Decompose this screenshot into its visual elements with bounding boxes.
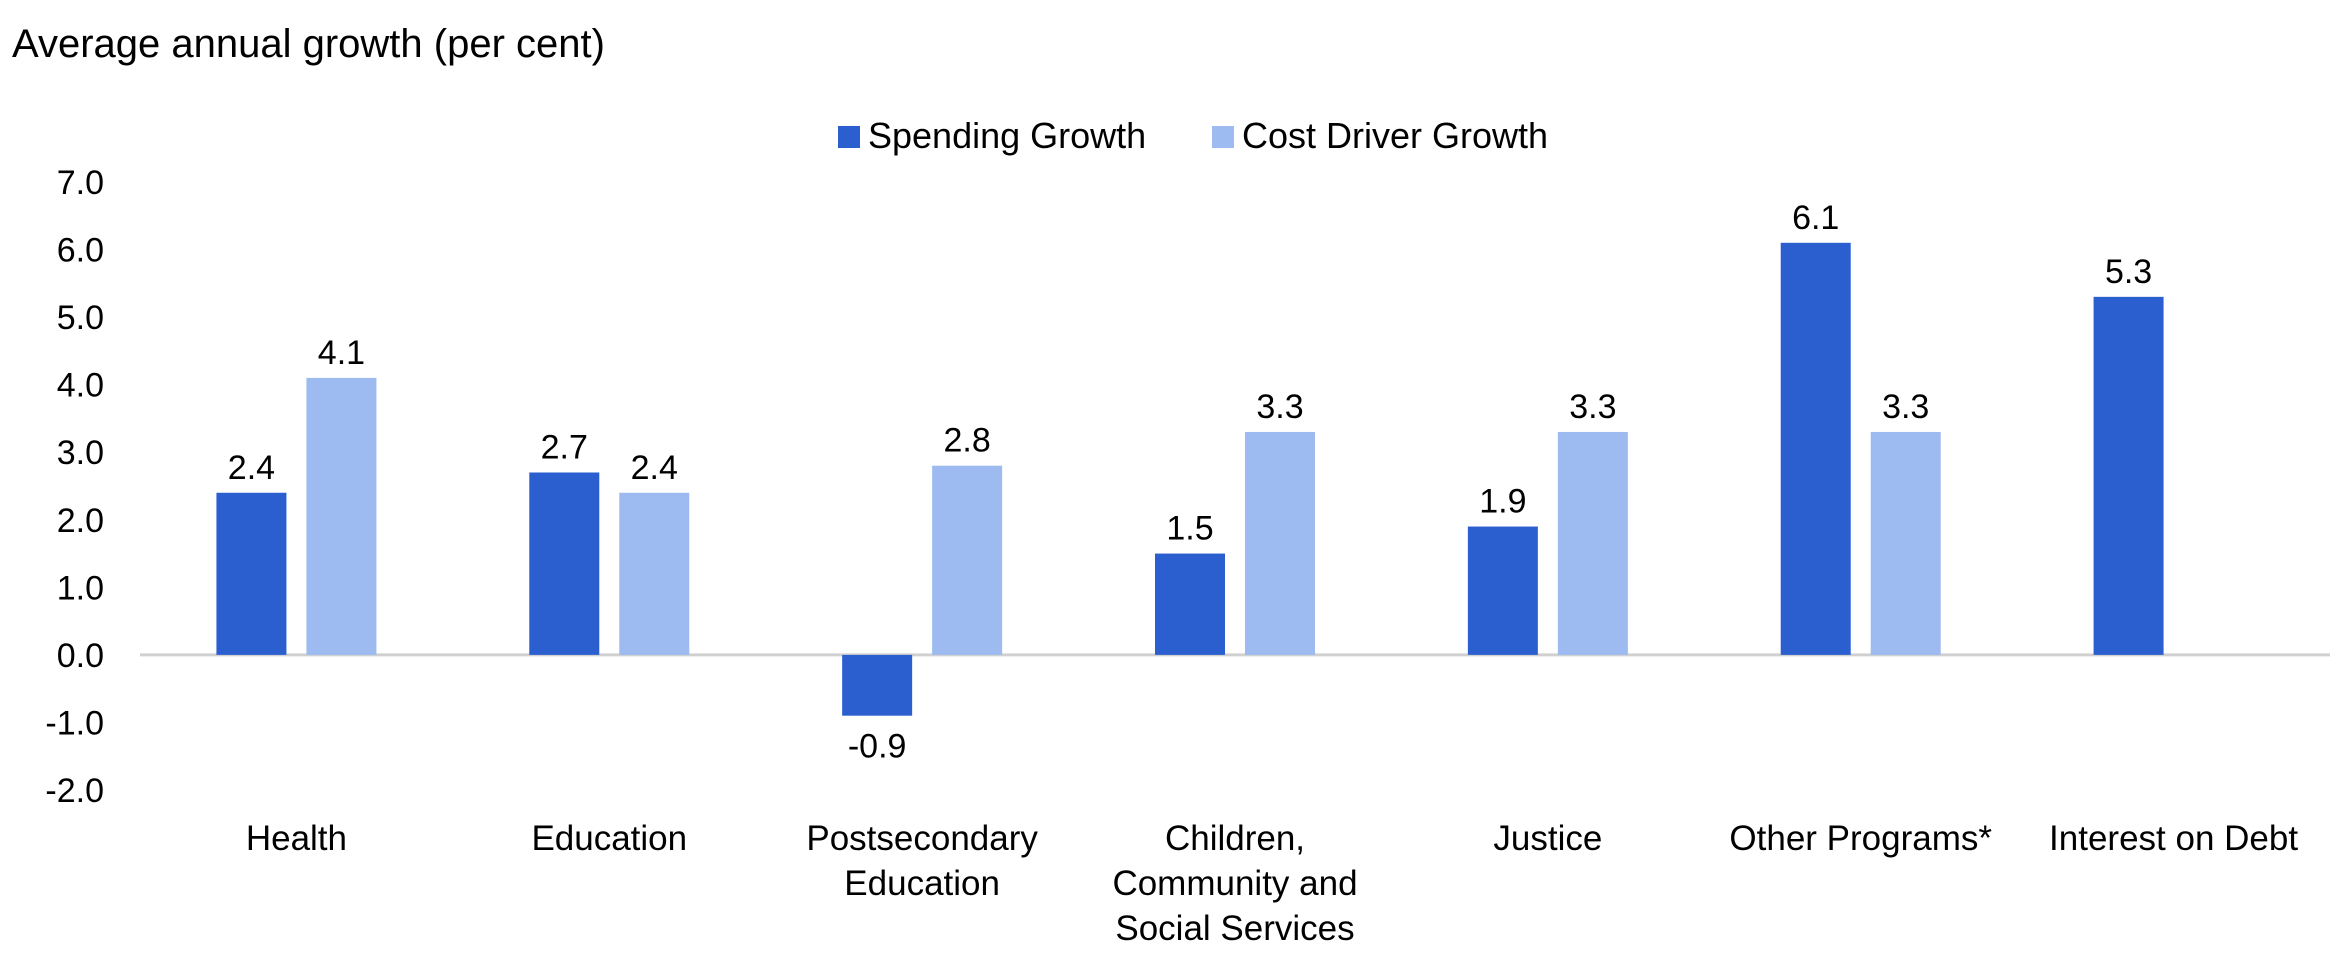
- legend-label: Cost Driver Growth: [1242, 115, 1548, 156]
- bar: [529, 472, 600, 655]
- category-label: Social Services: [1115, 909, 1354, 948]
- bar: [1467, 526, 1538, 655]
- data-label: 2.4: [228, 449, 275, 487]
- y-tick-label: 6.0: [57, 232, 104, 270]
- bar: [1155, 553, 1225, 655]
- category-label: Justice: [1493, 819, 1602, 858]
- legend-swatch: [1212, 126, 1234, 148]
- legend-swatch: [838, 126, 860, 148]
- data-label: 4.1: [318, 334, 365, 372]
- bar: [619, 492, 690, 655]
- bar: [1557, 431, 1628, 655]
- y-tick-label: -2.0: [45, 772, 104, 810]
- data-label: 3.3: [1569, 388, 1616, 426]
- data-label: 6.1: [1792, 199, 1839, 237]
- y-tick-label: 7.0: [57, 164, 104, 202]
- y-tick-label: 3.0: [57, 434, 104, 472]
- data-label: 3.3: [1256, 388, 1303, 426]
- bar: [1870, 431, 1941, 655]
- bar: [932, 465, 1003, 655]
- bar: [216, 492, 287, 655]
- chart-title: Average annual growth (per cent): [12, 22, 605, 66]
- data-label: 1.5: [1166, 510, 1213, 548]
- category-label: Health: [246, 819, 347, 858]
- bar: [306, 377, 377, 655]
- y-tick-label: 2.0: [57, 502, 104, 540]
- category-label: Education: [531, 819, 687, 858]
- bar: [1780, 242, 1851, 655]
- y-tick-label: 0.0: [57, 637, 104, 675]
- data-label: 2.8: [944, 422, 991, 460]
- y-tick-label: 5.0: [57, 299, 104, 337]
- category-label: Children,: [1165, 819, 1305, 858]
- data-label: 5.3: [2105, 253, 2152, 291]
- bar: [2093, 296, 2164, 655]
- category-label: Community and: [1112, 864, 1357, 903]
- bar: [1245, 431, 1315, 655]
- bar: [842, 654, 913, 716]
- category-label: Education: [844, 864, 1000, 903]
- category-label: Other Programs*: [1729, 819, 1992, 858]
- data-label: 1.9: [1479, 483, 1526, 521]
- data-label: -0.9: [848, 728, 907, 766]
- y-tick-label: 4.0: [57, 367, 104, 405]
- category-label: Interest on Debt: [2049, 819, 2298, 858]
- legend-label: Spending Growth: [868, 115, 1146, 156]
- data-label: 3.3: [1882, 388, 1929, 426]
- y-tick-label: 1.0: [57, 569, 104, 607]
- category-label: Postsecondary: [806, 819, 1038, 858]
- y-tick-label: -1.0: [45, 704, 104, 742]
- data-label: 2.7: [541, 428, 588, 466]
- data-label: 2.4: [631, 449, 678, 487]
